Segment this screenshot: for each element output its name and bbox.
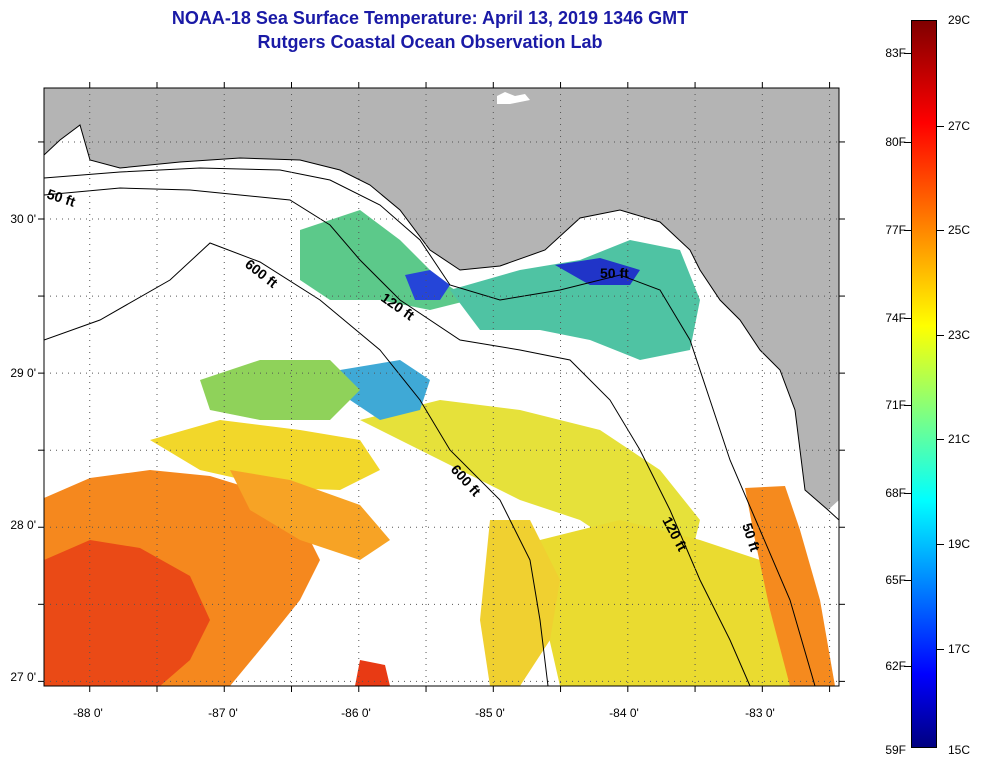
sst-patch-far-south-red — [355, 660, 390, 686]
contour-label-50ft-bigbend: 50 ft — [600, 265, 629, 281]
colorbar-label-29c: 29C — [948, 13, 971, 27]
colorbar-label-23c: 23C — [948, 328, 971, 342]
axis-ticks — [38, 82, 845, 692]
lon-label-87: -87 0' — [208, 706, 238, 720]
lon-label-88: -88 0' — [73, 706, 103, 720]
lat-label-28: 28 0' — [10, 518, 36, 532]
colorbar-label-17c: 17C — [948, 642, 971, 656]
contour-50ft — [44, 167, 816, 686]
sea-island-white — [497, 92, 530, 104]
sst-patch-south-yellow — [540, 520, 800, 686]
lon-label-83: -83 0' — [745, 706, 775, 720]
contour-600ft — [44, 242, 549, 686]
sst-patch-central-yellow — [360, 400, 700, 560]
colorbar-label-71f: 71F — [885, 398, 906, 412]
colorbar-label-68f: 68F — [885, 486, 906, 500]
lat-label-27: 27 0' — [10, 670, 36, 684]
coastline — [44, 124, 839, 521]
colorbar-label-62f: 62F — [885, 659, 906, 673]
land-area — [44, 88, 839, 510]
sst-patch-cold-north — [405, 270, 450, 300]
colorbar-label-77f: 77F — [885, 223, 906, 237]
colorbar-label-65f: 65F — [885, 573, 906, 587]
sst-field — [44, 210, 835, 686]
colorbar-label-25c: 25C — [948, 223, 971, 237]
sst-patch-mid-cyan — [340, 360, 430, 420]
colorbar-label-59f: 59F — [885, 743, 906, 757]
colorbar-label-15c: 15C — [948, 743, 971, 757]
colorbar-label-80f: 80F — [885, 135, 906, 149]
colorbar-label-19c: 19C — [948, 537, 971, 551]
chart-title: NOAA-18 Sea Surface Temperature: April 1… — [171, 8, 689, 28]
graticule — [44, 88, 839, 686]
lat-label-30: 30 0' — [10, 212, 36, 226]
sst-patch-cold-bigbend — [555, 258, 640, 285]
colorbar — [911, 20, 937, 748]
sst-patch-mid-green — [200, 360, 360, 420]
lon-label-85: -85 0' — [475, 706, 505, 720]
sst-patch-central-south — [480, 520, 560, 686]
sst-patch-west-yellow — [150, 420, 380, 490]
colorbar-label-21c: 21C — [948, 432, 971, 446]
map-frame — [43, 87, 840, 687]
chart-subtitle: Rutgers Coastal Ocean Observation Lab — [257, 32, 603, 52]
lon-label-86: -86 0' — [341, 706, 371, 720]
colorbar-label-83f: 83F — [885, 46, 906, 60]
colorbar-label-27c: 27C — [948, 119, 971, 133]
lat-label-29: 29 0' — [10, 366, 36, 380]
lon-label-84: -84 0' — [609, 706, 639, 720]
sst-patch-southwest-core — [44, 540, 210, 686]
sst-patch-central-orange — [230, 470, 390, 560]
contour-120ft — [44, 187, 751, 686]
sst-patch-coastal-orange — [745, 486, 835, 686]
colorbar-label-74f: 74F — [885, 311, 906, 325]
